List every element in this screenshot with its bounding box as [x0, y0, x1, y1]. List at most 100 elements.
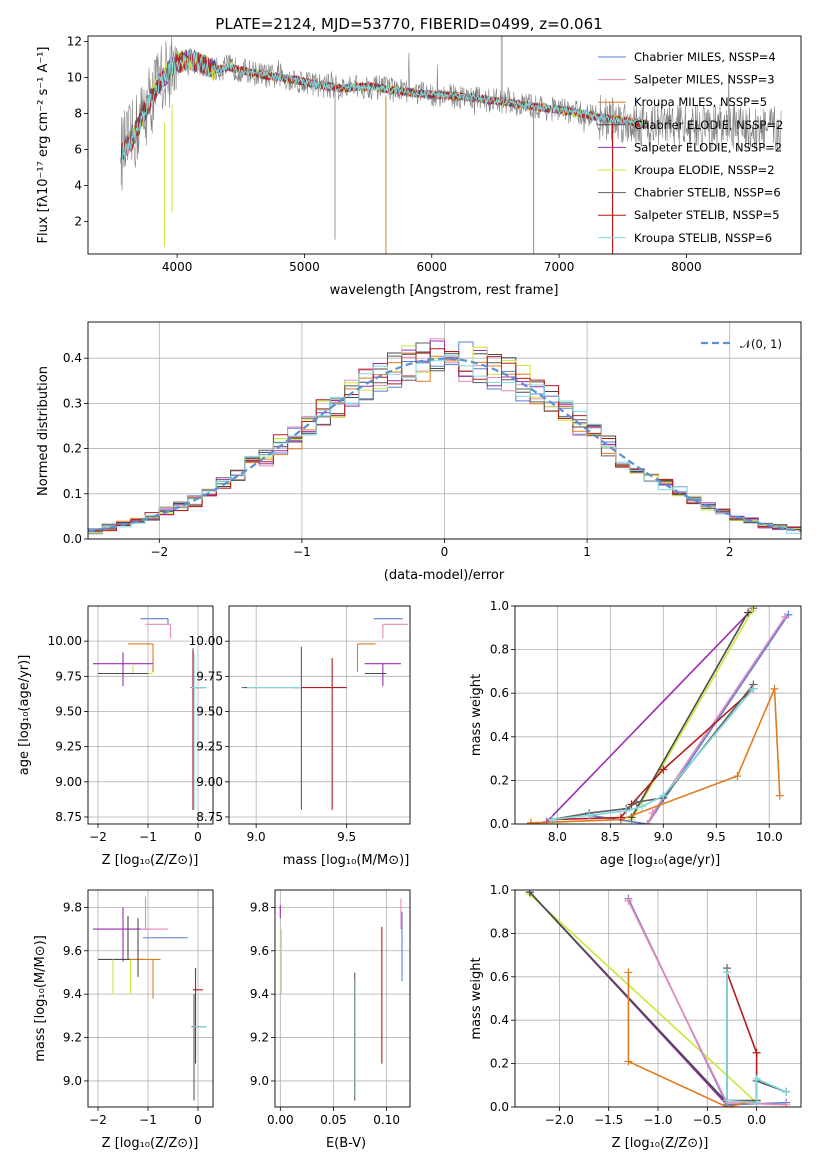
- y-axis-label: age [log₁₀(age/yr)]: [17, 655, 32, 776]
- plot-area-7: [279, 898, 403, 1101]
- y-tick-label: 0.0: [63, 532, 82, 546]
- plot-area-3: [93, 618, 207, 810]
- y-tick-label: 10.00: [189, 634, 223, 648]
- mass-weight-line-salpeter-elodie: [546, 607, 754, 823]
- plus-marker: [723, 968, 732, 977]
- error-bar-point: [191, 653, 207, 810]
- legend-entry: Kroupa MILES, NSSP=5: [634, 95, 767, 109]
- x-tick-label: −2: [89, 1113, 107, 1127]
- y-tick-label: 0.8: [490, 643, 509, 657]
- plus-marker: [749, 684, 758, 693]
- legend-entry-normal: 𝒩(0, 1): [740, 337, 782, 351]
- plus-marker: [624, 968, 633, 977]
- y-tick-label: 0.0: [490, 817, 509, 831]
- x-tick-label: 5000: [289, 260, 320, 274]
- y-tick-label: 6: [74, 143, 82, 157]
- x-axis-label: Z [log₁₀(Z/Z⊙)]: [612, 1136, 709, 1151]
- x-tick-label: −1: [139, 830, 157, 844]
- legend-entry: Salpeter ELODIE, NSSP=2: [634, 140, 782, 154]
- x-tick-label: 0: [194, 830, 202, 844]
- error-bar-point: [193, 968, 203, 1064]
- x-tick-label: −2.0: [545, 1113, 574, 1127]
- chart-title-spectrum: PLATE=2124, MJD=53770, FIBERID=0499, z=0…: [215, 15, 602, 33]
- legend-entry: Salpeter STELIB, NSSP=5: [634, 208, 780, 222]
- plot-area-6: [93, 896, 207, 1101]
- axes-frame: [514, 605, 802, 825]
- legend-entry: Chabrier STELIB, NSSP=6: [634, 186, 781, 200]
- model-spectrum-salpeter-stelib: [120, 52, 649, 164]
- plus-marker: [752, 1098, 761, 1107]
- plus-marker: [752, 1048, 761, 1057]
- x-tick-label: −1: [139, 1113, 157, 1127]
- x-tick-label: 0.10: [373, 1113, 400, 1127]
- x-tick-label: 7000: [544, 260, 575, 274]
- plus-marker: [622, 806, 631, 815]
- y-tick-label: 10.00: [48, 634, 82, 648]
- error-bar-point: [108, 665, 153, 675]
- y-tick-label: 9.4: [250, 987, 269, 1001]
- x-tick-label: 2: [726, 545, 734, 559]
- y-tick-label: 4: [74, 179, 82, 193]
- mass-weight-line-kroupa-elodie: [630, 609, 753, 821]
- panel-6: −2 −1 0 9.0 9.2 9.4 9.6 9.8: [63, 889, 214, 1127]
- plus-marker: [548, 815, 557, 824]
- error-bar-point: [93, 652, 153, 687]
- plus-marker: [638, 802, 647, 811]
- histogram-salpeter-stelib: [88, 348, 801, 531]
- y-tick-label: 9.6: [250, 944, 269, 958]
- y-tick-label: 9.4: [63, 987, 82, 1001]
- error-bar-point: [241, 646, 302, 810]
- error-bar-point: [364, 663, 401, 687]
- error-bar-point: [382, 623, 409, 639]
- y-tick-label: 8: [74, 106, 82, 120]
- y-tick-label: 0.6: [490, 970, 509, 984]
- x-tick-label: 0: [194, 1113, 202, 1127]
- panel-4: 9.0 9.5 8.75 9.00 9.25 9.50 9.75 10.00: [189, 605, 411, 844]
- legend-entry: Kroupa ELODIE, NSSP=2: [634, 163, 775, 177]
- y-tick-label: 9.75: [196, 669, 223, 683]
- x-tick-label: 0.05: [320, 1113, 347, 1127]
- axes-frame: [228, 605, 411, 825]
- x-axis-label: Z [log₁₀(Z/Z⊙)]: [102, 1136, 199, 1151]
- error-bar-point: [191, 994, 207, 1101]
- x-tick-label: 9.0: [654, 830, 673, 844]
- y-tick-label: 0.4: [490, 1013, 509, 1027]
- y-axis-label: mass weight: [469, 674, 484, 756]
- plus-marker: [744, 608, 753, 617]
- model-spectrum-kroupa-stelib: [120, 49, 649, 164]
- y-tick-label: 9.8: [250, 900, 269, 914]
- plus-marker: [643, 820, 652, 824]
- x-axis-label-residual: (data-model)/error: [384, 568, 505, 583]
- y-tick-label: 9.8: [63, 900, 82, 914]
- plus-marker: [752, 1074, 761, 1083]
- axes-frame: [87, 605, 214, 825]
- x-tick-label: −1.0: [643, 1113, 672, 1127]
- x-tick-label: −2: [150, 545, 168, 559]
- mass-weight-line-salpeter-stelib: [726, 972, 758, 1101]
- plus-marker: [781, 612, 790, 621]
- error-bar-point: [128, 643, 154, 673]
- y-axis-label: mass weight: [469, 957, 484, 1039]
- plus-marker: [659, 765, 668, 774]
- y-axis-label-residual: Normed distribution: [36, 366, 51, 496]
- legend-entry: Chabrier ELODIE, NSSP=2: [634, 118, 783, 132]
- x-tick-label: 1: [583, 545, 591, 559]
- x-tick-label: 8.0: [548, 830, 567, 844]
- y-tick-label: 0.3: [63, 396, 82, 410]
- plus-marker: [525, 890, 534, 897]
- x-tick-label: 0.00: [267, 1113, 294, 1127]
- plus-marker: [624, 896, 633, 905]
- y-tick-label: 9.50: [196, 704, 223, 718]
- plus-marker: [659, 791, 668, 800]
- y-tick-label: 0.2: [490, 1057, 509, 1071]
- mass-weight-line-kroupa-elodie: [529, 893, 758, 1104]
- error-bar-point: [98, 916, 143, 960]
- plus-marker: [526, 818, 535, 824]
- mass-weight-line-chabrier-stelib: [551, 684, 754, 821]
- y-tick-label: 0.1: [63, 487, 82, 501]
- plus-marker: [770, 684, 779, 693]
- legend-entry: Chabrier MILES, NSSP=4: [634, 50, 776, 64]
- y-tick-label: 9.00: [55, 775, 82, 789]
- plot-area-2: [88, 338, 801, 535]
